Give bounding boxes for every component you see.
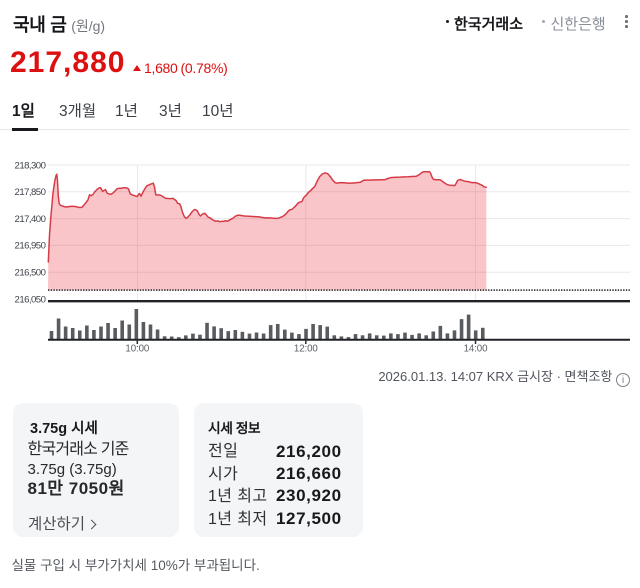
svg-text:217,850: 217,850 xyxy=(15,187,46,198)
svg-text:216,500: 216,500 xyxy=(15,268,46,279)
svg-text:217,400: 217,400 xyxy=(15,214,46,225)
svg-text:218,300: 218,300 xyxy=(15,160,46,171)
svg-text:14:00: 14:00 xyxy=(464,344,488,355)
svg-text:10:00: 10:00 xyxy=(125,344,149,355)
svg-text:216,050: 216,050 xyxy=(15,294,46,305)
svg-text:12:00: 12:00 xyxy=(294,344,318,355)
svg-text:216,950: 216,950 xyxy=(15,241,46,252)
